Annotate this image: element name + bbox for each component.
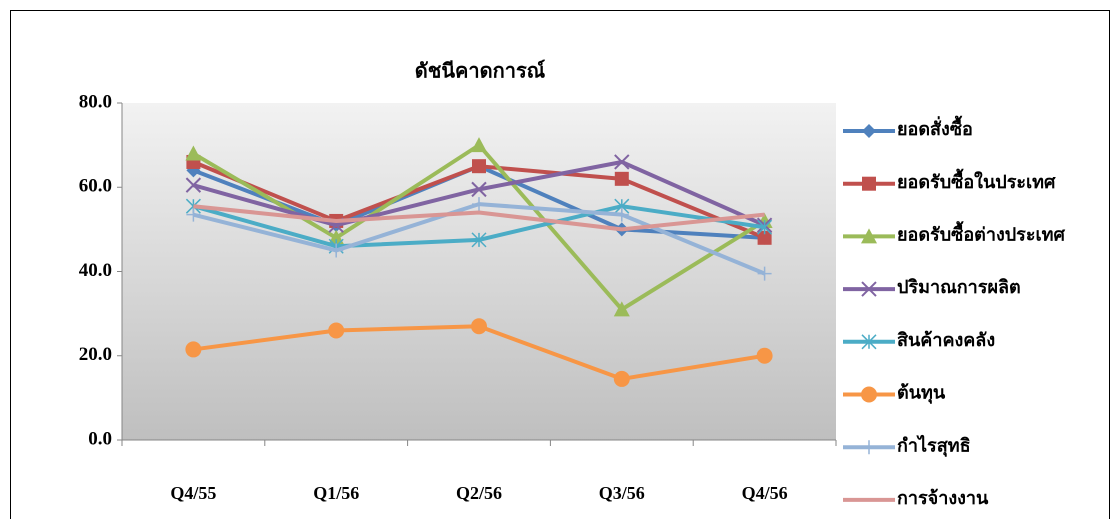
- marker: [471, 181, 487, 198]
- marker: [613, 370, 630, 387]
- legend-label: ปริมาณการผลิต: [897, 277, 1021, 297]
- marker: [757, 219, 773, 235]
- y-tick-label: 40.0: [79, 260, 112, 281]
- marker: [185, 177, 202, 193]
- marker: [471, 318, 487, 335]
- series-line: [193, 204, 765, 232]
- x-tick-label: Q3/56: [599, 483, 645, 503]
- legend-label: ต้นทุน: [897, 383, 946, 405]
- marker: [757, 230, 772, 245]
- legend-marker: [861, 281, 877, 297]
- marker: [757, 266, 772, 281]
- marker: [328, 322, 345, 339]
- marker: [185, 341, 202, 358]
- x-tick-label: Q4/56: [742, 483, 788, 503]
- legend-marker: [862, 124, 876, 138]
- marker: [614, 154, 630, 170]
- marker: [613, 301, 630, 317]
- marker: [472, 197, 486, 212]
- legend-label: การจ้างงาน: [897, 488, 989, 508]
- legend-marker: [862, 440, 876, 455]
- marker: [471, 137, 487, 153]
- marker: [472, 159, 486, 174]
- x-tick-label: Q4/55: [170, 483, 216, 503]
- marker: [471, 232, 487, 248]
- marker: [186, 207, 201, 222]
- marker: [614, 207, 629, 222]
- legend-label: ยอดรับซื้อต่างประเทศ: [897, 221, 1066, 245]
- marker: [756, 347, 773, 364]
- marker: [614, 171, 629, 186]
- y-tick-label: 60.0: [79, 176, 112, 197]
- series: [193, 204, 765, 232]
- series: [185, 318, 773, 387]
- y-tick-label: 20.0: [79, 344, 112, 365]
- x-tick-label: Q1/56: [313, 483, 359, 503]
- legend-marker: [861, 334, 877, 350]
- y-tick-label: 80.0: [79, 91, 112, 112]
- marker: [328, 229, 345, 245]
- legend-marker: [862, 176, 876, 191]
- y-tick-label: 0.0: [88, 428, 112, 449]
- chart-title: ดัชนีคาดการณ์: [415, 60, 546, 83]
- legend-label: ยอดสั่งซื้อ: [897, 115, 973, 139]
- chart-layer: 0.0 20.0 40.0 60.0 80.0 Q4/55 Q1/56 Q2/56 Q3/56 Q…: [79, 91, 1066, 508]
- marker: [185, 145, 202, 161]
- series: [186, 197, 772, 281]
- legend-label: สินค้าคงคลัง: [897, 330, 995, 350]
- legend-label: ยอดรับซื้อในประเทศ: [897, 168, 1056, 192]
- legend-marker: [861, 228, 877, 244]
- legend-label: กำไรสุทธิ: [897, 434, 971, 457]
- x-tick-label: Q2/56: [456, 483, 502, 503]
- legend-marker: [861, 386, 877, 403]
- plot-area: [122, 103, 836, 440]
- marker: [329, 243, 344, 258]
